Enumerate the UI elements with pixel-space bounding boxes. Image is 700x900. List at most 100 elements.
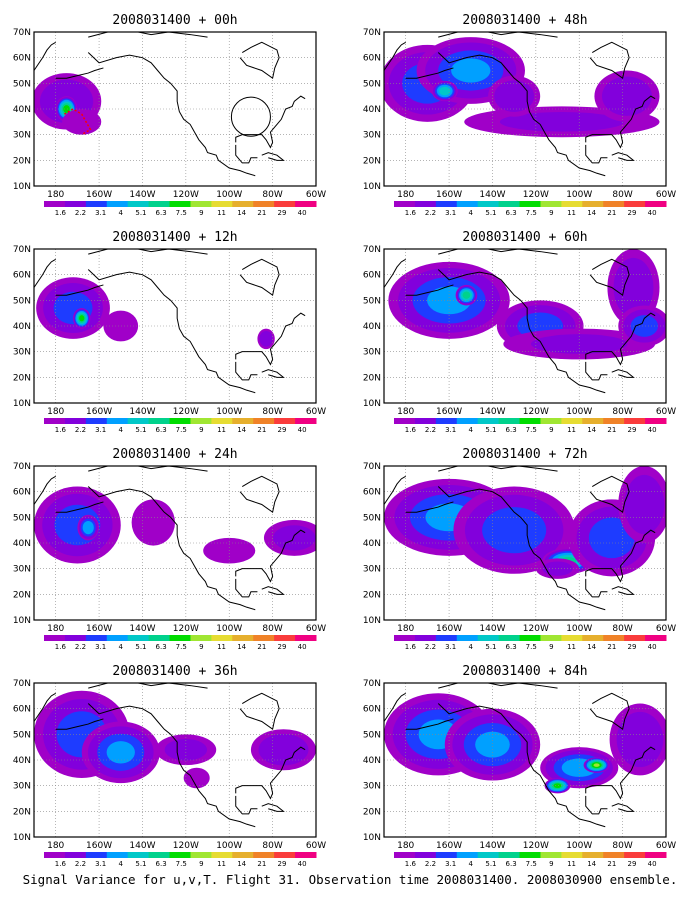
lat-tick-label: 70N: [363, 462, 381, 472]
colorbar-label: 40: [298, 643, 307, 651]
colorbar-label: 14: [587, 426, 596, 434]
lat-tick-label: 60N: [363, 271, 381, 281]
map-panel-4: 2008031400 + 24h 10N 20N 30N 40N 50N 60N 70N 180…: [13, 447, 326, 651]
coastline-segment: [585, 795, 608, 815]
lat-tick-label: 60N: [13, 54, 31, 64]
colorbar-label: 3.1: [445, 860, 456, 868]
colorbar-swatch: [190, 418, 212, 424]
colorbar-swatch: [232, 852, 254, 858]
colorbar-label: 29: [278, 209, 287, 217]
variance-contour: [79, 315, 85, 322]
graticule: [34, 249, 316, 403]
coastline-segment: [235, 578, 258, 598]
variance-contour: [482, 507, 547, 554]
colorbar-label: 11: [567, 860, 576, 868]
colorbar-label: 3.1: [95, 426, 106, 434]
colorbar-label: 5.1: [485, 643, 496, 651]
lon-tick-label: 80W: [262, 624, 282, 634]
colorbar-label: 3.1: [95, 860, 106, 868]
colorbar-label: 9: [549, 426, 553, 434]
coastline-segment: [585, 529, 656, 583]
lon-tick-label: 100W: [216, 841, 242, 851]
lon-tick-label: 100W: [566, 841, 592, 851]
graticule: [384, 32, 666, 186]
colorbar-label: 5.1: [485, 426, 496, 434]
colorbar-swatch: [645, 852, 667, 858]
colorbar-swatch: [414, 635, 437, 641]
colorbar-label: 40: [298, 426, 307, 434]
variance-blob: [77, 514, 100, 541]
colorbar-label: 21: [607, 209, 616, 217]
colorbar-label: 14: [237, 209, 246, 217]
lon-tick-label: 80W: [262, 190, 282, 200]
variance-blob: [81, 721, 160, 784]
colorbar-label: 1.6: [55, 209, 67, 217]
colorbar: 1.6 2.2 3.1 4 5.1 6.3 7.5 9 11 14 21 29 40: [44, 201, 317, 217]
lon-tick-label: 100W: [566, 624, 592, 634]
colorbar-swatch: [603, 852, 625, 858]
coastline-segment: [235, 95, 306, 149]
colorbar: 1.6 2.2 3.1 4 5.1 6.3 7.5 9 11 14 21 29 40: [394, 852, 667, 868]
colorbar-label: 6.3: [506, 643, 517, 651]
lon-tick-label: 160W: [86, 407, 112, 417]
colorbar-swatch: [519, 852, 541, 858]
coastline-segment: [589, 41, 630, 80]
colorbar: 1.6 2.2 3.1 4 5.1 6.3 7.5 9 11 14 21 29 40: [44, 418, 317, 434]
lat-tick-label: 30N: [363, 131, 381, 141]
variance-blob: [488, 75, 541, 117]
lat-tick-label: 40N: [13, 756, 31, 766]
coastline: [384, 466, 656, 611]
colorbar-label: 29: [628, 426, 637, 434]
colorbar-swatch: [127, 418, 150, 424]
colorbar-swatch: [274, 201, 296, 207]
colorbar: 1.6 2.2 3.1 4 5.1 6.3 7.5 9 11 14 21 29 40: [394, 201, 667, 217]
colorbar-swatch: [477, 201, 500, 207]
lon-tick-label: 120W: [523, 841, 549, 851]
variance-blob: [431, 80, 458, 102]
colorbar-swatch: [274, 852, 296, 858]
colorbar-swatch: [394, 418, 416, 424]
lon-tick-label: 160W: [436, 190, 462, 200]
lon-tick-label: 60W: [306, 190, 326, 200]
colorbar-swatch: [64, 418, 87, 424]
colorbar-label: 1.6: [55, 426, 67, 434]
lat-tick-label: 20N: [13, 590, 31, 600]
coastline: [34, 466, 306, 611]
variance-contour: [475, 731, 510, 758]
lon-tick-label: 180: [47, 841, 64, 851]
colorbar-label: 7.5: [526, 209, 537, 217]
lon-tick-label: 180: [397, 407, 414, 417]
colorbar-label: 7.5: [176, 426, 187, 434]
coastline: [384, 32, 656, 177]
variance-blob: [131, 499, 175, 546]
map-frame: [383, 465, 667, 621]
colorbar-swatch: [190, 852, 212, 858]
variance-contour: [273, 525, 316, 551]
coastline-segment: [235, 361, 258, 381]
colorbar-label: 21: [257, 860, 266, 868]
colorbar-label: 4: [119, 209, 124, 217]
colorbar-swatch: [603, 635, 625, 641]
colorbar-label: 11: [217, 860, 226, 868]
colorbar-swatch: [645, 635, 667, 641]
coastline-segment: [235, 746, 306, 800]
variance-blob: [103, 310, 139, 342]
colorbar-label: 2.2: [425, 426, 436, 434]
colorbar-swatch: [148, 635, 171, 641]
colorbar-swatch: [211, 201, 233, 207]
variance-contour: [530, 334, 628, 354]
lon-tick-label: 120W: [173, 841, 199, 851]
colorbar-swatch: [148, 418, 171, 424]
colorbar-swatch: [232, 418, 254, 424]
colorbar-swatch: [645, 201, 667, 207]
variance-contour: [451, 58, 491, 83]
flight-track: [63, 108, 92, 136]
colorbar-swatch: [106, 852, 129, 858]
colorbar-swatch: [519, 201, 541, 207]
coastline-segment: [585, 746, 656, 800]
colorbar-label: 2.2: [425, 643, 436, 651]
colorbar-label: 7.5: [526, 426, 537, 434]
coastline-segment: [405, 718, 454, 730]
variance-blob: [618, 305, 666, 347]
variance-blob: [34, 486, 121, 564]
